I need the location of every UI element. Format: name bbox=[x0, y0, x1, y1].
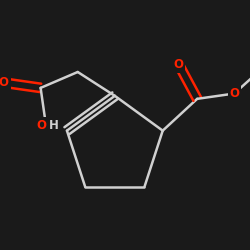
Text: O: O bbox=[0, 76, 8, 89]
Text: O: O bbox=[174, 58, 184, 71]
Text: H: H bbox=[48, 118, 58, 132]
Text: O: O bbox=[36, 118, 46, 132]
Text: O: O bbox=[229, 87, 239, 100]
